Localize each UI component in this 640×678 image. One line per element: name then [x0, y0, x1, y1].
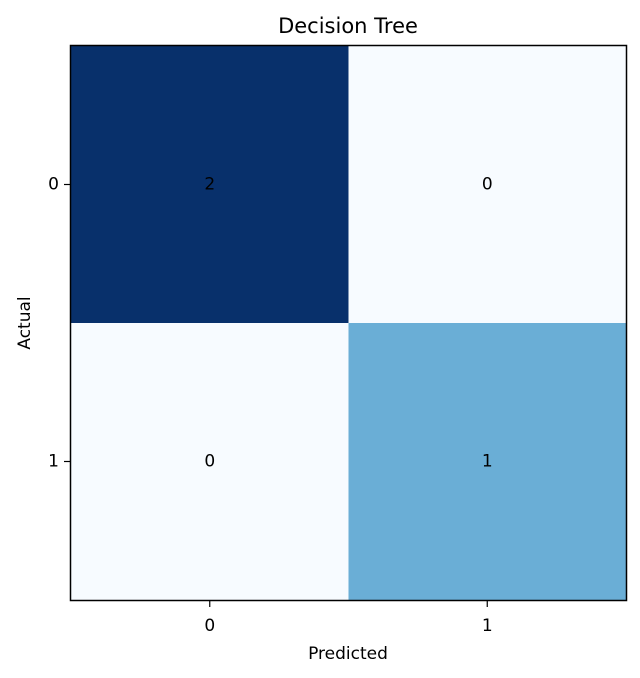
heatmap-cell-r1-c0: [71, 323, 349, 601]
plot-frame: [69, 44, 628, 602]
chart-title: Decision Tree: [278, 14, 418, 38]
x-tick-label-1: 1: [482, 616, 493, 636]
y-axis: 01: [48, 175, 71, 472]
cell-value-label-r1-c0: 0: [204, 452, 215, 472]
heatmap-cell-r0-c0: [71, 46, 349, 324]
cell-value-label-r0-c1: 0: [482, 175, 493, 195]
cell-value-label-r1-c1: 1: [482, 452, 493, 472]
x-axis-label: Predicted: [308, 644, 388, 664]
cell-value-label-r0-c0: 2: [204, 175, 215, 195]
heatmap-cell-labels: 2 00 1: [204, 175, 492, 472]
y-tick-label-1: 1: [48, 452, 59, 472]
y-tick-label-0: 0: [48, 175, 59, 195]
y-axis-label: Actual: [15, 296, 35, 349]
x-tick-label-0: 0: [204, 616, 215, 636]
heatmap-cell-r1-c1: [348, 323, 627, 601]
heatmap-cell-r0-c1: [348, 46, 627, 324]
heatmap-cells: [71, 46, 627, 601]
